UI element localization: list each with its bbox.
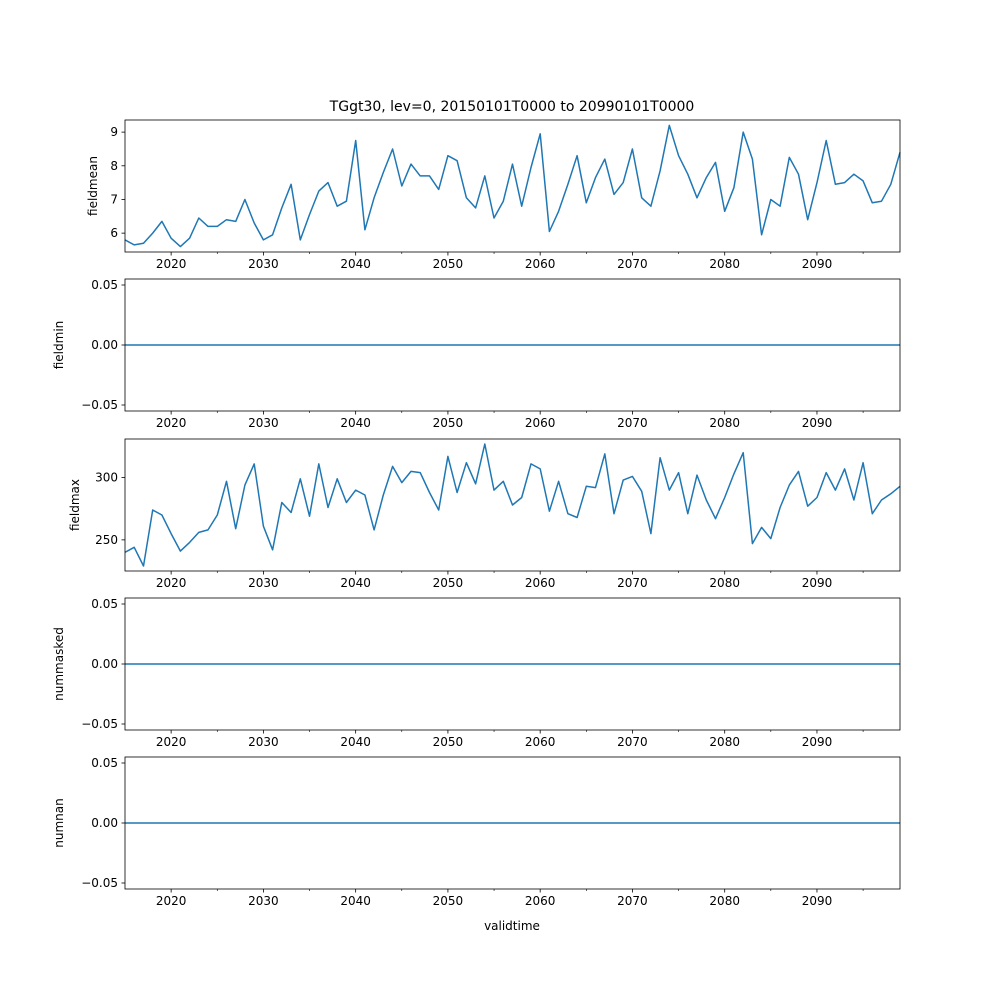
y-tick-label: 7 (110, 192, 118, 206)
x-tick-label: 2040 (340, 735, 371, 749)
x-tick-label: 2070 (617, 576, 648, 590)
x-tick-label: 2060 (525, 735, 556, 749)
axes-frame (124, 119, 901, 253)
y-axis-label: fieldmin (52, 321, 66, 370)
x-tick-label: 2050 (433, 735, 464, 749)
x-tick-label: 2050 (433, 576, 464, 590)
x-tick-label: 2020 (156, 576, 187, 590)
series-line-fieldmax (124, 443, 901, 567)
y-tick-label: 0.05 (91, 278, 118, 292)
y-axis-label: numnan (52, 798, 66, 847)
x-tick-label: 2040 (340, 257, 371, 271)
y-tick-label: 0.00 (91, 816, 118, 830)
y-tick-label: 9 (110, 125, 118, 139)
x-tick-label: 2020 (156, 416, 187, 430)
y-tick-label: 0.05 (91, 597, 118, 611)
x-tick-label: 2090 (802, 576, 833, 590)
y-tick-label: 250 (95, 533, 118, 547)
x-tick-label: 2080 (709, 735, 740, 749)
y-axis-label: fieldmean (86, 156, 100, 216)
y-axis-label: fieldmax (68, 479, 82, 531)
series-line-fieldmean (124, 124, 901, 248)
x-tick-label: 2090 (802, 894, 833, 908)
y-tick-label: 0.00 (91, 338, 118, 352)
x-tick-label: 2030 (248, 257, 279, 271)
x-tick-label: 2080 (709, 576, 740, 590)
x-tick-label: 2090 (802, 257, 833, 271)
x-tick-label: 2060 (525, 576, 556, 590)
axes-frame (124, 438, 901, 572)
panel-nummasked: 2020 2030 2040 2050 2060 2070 2080 2090 −0.05 0.0… (52, 597, 901, 749)
x-tick-label: 2030 (248, 735, 279, 749)
y-tick-label: 8 (110, 159, 118, 173)
x-tick-label: 2070 (617, 416, 648, 430)
x-tick-label: 2080 (709, 894, 740, 908)
x-tick-label: 2040 (340, 416, 371, 430)
x-tick-label: 2050 (433, 894, 464, 908)
x-tick-label: 2040 (340, 894, 371, 908)
x-tick-label: 2070 (617, 735, 648, 749)
x-tick-label: 2070 (617, 257, 648, 271)
panel-fieldmin: 2020 2030 2040 2050 2060 2070 2080 2090 −0.05 0.0… (52, 278, 901, 430)
y-tick-label: 300 (95, 471, 118, 485)
y-tick-label: −0.05 (81, 876, 118, 890)
panel-fieldmean: 2020 2030 2040 2050 2060 2070 2080 2090 6 7 8 9 fiel… (86, 119, 901, 271)
x-tick-label: 2090 (802, 735, 833, 749)
x-tick-label: 2060 (525, 416, 556, 430)
x-tick-label: 2050 (433, 257, 464, 271)
panel-fieldmax: 2020 2030 2040 2050 2060 2070 2080 2090 250 300 fi… (68, 438, 901, 590)
x-tick-label: 2080 (709, 257, 740, 271)
x-tick-label: 2080 (709, 416, 740, 430)
panel-numnan: 2020 2030 2040 2050 2060 2070 2080 2090 −0.05 0.0… (52, 756, 901, 908)
x-tick-label: 2020 (156, 257, 187, 271)
x-tick-label: 2030 (248, 576, 279, 590)
x-axis-label: validtime (484, 919, 540, 933)
chart-title: TGgt30, lev=0, 20150101T0000 to 20990101… (329, 99, 695, 115)
x-tick-label: 2050 (433, 416, 464, 430)
y-tick-label: −0.05 (81, 398, 118, 412)
x-tick-label: 2030 (248, 416, 279, 430)
x-tick-label: 2040 (340, 576, 371, 590)
x-tick-label: 2070 (617, 894, 648, 908)
x-tick-label: 2060 (525, 894, 556, 908)
x-tick-label: 2030 (248, 894, 279, 908)
x-tick-label: 2090 (802, 416, 833, 430)
x-tick-label: 2020 (156, 894, 187, 908)
y-tick-label: 6 (110, 226, 118, 240)
y-tick-label: −0.05 (81, 717, 118, 731)
y-tick-label: 0.05 (91, 756, 118, 770)
x-tick-label: 2060 (525, 257, 556, 271)
x-tick-label: 2020 (156, 735, 187, 749)
y-tick-label: 0.00 (91, 657, 118, 671)
y-axis-label: nummasked (52, 627, 66, 701)
